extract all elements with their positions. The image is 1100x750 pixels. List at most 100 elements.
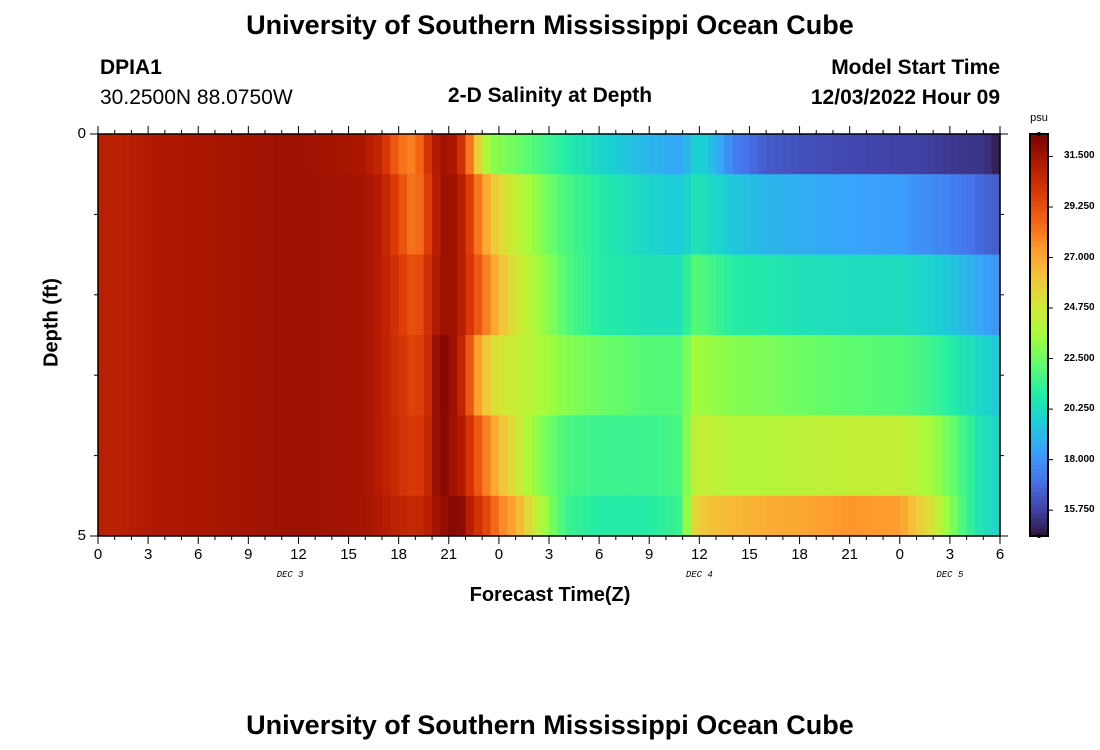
heatmap-cell — [498, 335, 508, 416]
heatmap-cell — [624, 174, 634, 255]
heatmap-cell — [231, 174, 241, 255]
heatmap-cell — [674, 254, 684, 336]
heatmap-cell — [674, 174, 684, 255]
heatmap-cell — [164, 254, 174, 336]
colorbar-segment — [1030, 321, 1048, 327]
x-tick-label: 18 — [390, 546, 407, 563]
heatmap-cell — [866, 174, 876, 255]
heatmap-cell — [924, 415, 934, 497]
heatmap-cell — [899, 335, 909, 416]
heatmap-cell — [540, 335, 550, 416]
heatmap-cell — [791, 335, 801, 416]
colorbar-segment — [1030, 254, 1048, 260]
colorbar-segment — [1030, 527, 1048, 533]
model-start-value: 12/03/2022 Hour 09 — [810, 86, 1000, 109]
heatmap-cell — [98, 254, 107, 336]
y-tick-label: 0 — [77, 125, 86, 142]
heatmap-cell — [874, 254, 884, 336]
heatmap-cell — [741, 254, 751, 336]
heatmap-cell — [782, 415, 792, 497]
heatmap-cell — [173, 335, 183, 416]
heatmap-cell — [949, 335, 959, 416]
heatmap-cell — [757, 335, 767, 416]
x-axis-label: Forecast Time(Z) — [469, 584, 631, 606]
heatmap-cell — [949, 254, 959, 336]
heatmap-cell — [707, 495, 717, 537]
colorbar-segment — [1030, 518, 1048, 524]
heatmap-cell — [841, 254, 851, 336]
heatmap-cell — [515, 335, 525, 416]
heatmap-cell — [323, 415, 333, 497]
heatmap-cell — [390, 415, 400, 497]
heatmap-cell — [908, 254, 918, 336]
heatmap-cell — [131, 415, 141, 497]
heatmap-cell — [540, 495, 550, 537]
heatmap-cell — [457, 495, 467, 537]
heatmap-cell — [298, 134, 308, 175]
heatmap-cell — [916, 134, 926, 175]
colorbar-segment — [1030, 419, 1048, 425]
colorbar-segment — [1030, 214, 1048, 220]
heatmap-cell — [482, 254, 492, 336]
heatmap-cell — [640, 134, 650, 175]
y-axis-label: Depth (ft) — [40, 278, 63, 367]
heatmap-cell — [156, 495, 166, 537]
heatmap-cell — [373, 134, 383, 175]
colorbar-segment — [1030, 464, 1048, 470]
heatmap-cell — [741, 495, 751, 537]
colorbar-segment — [1030, 500, 1048, 506]
heatmap-cell — [281, 495, 291, 537]
heatmap-cell — [323, 134, 333, 175]
colorbar-segment — [1030, 187, 1048, 193]
heatmap-cell — [365, 134, 375, 175]
heatmap-cell — [707, 335, 717, 416]
heatmap-cell — [632, 335, 642, 416]
heatmap-cell — [816, 335, 826, 416]
heatmap-cell — [390, 134, 400, 175]
heatmap-cell — [858, 134, 867, 175]
heatmap-cell — [131, 495, 141, 537]
heatmap-cell — [807, 174, 817, 255]
heatmap-cell — [373, 495, 383, 537]
heatmap-cell — [106, 335, 116, 416]
heatmap-cell — [181, 335, 191, 416]
colorbar-segment — [1030, 285, 1048, 291]
heatmap-cell — [239, 254, 249, 336]
heatmap-cell — [574, 134, 584, 175]
heatmap-cell — [290, 335, 300, 416]
heatmap-cell — [482, 415, 492, 497]
heatmap-cell — [791, 415, 801, 497]
heatmap-cell — [256, 415, 266, 497]
heatmap-cell — [983, 134, 993, 175]
heatmap-cell — [248, 335, 258, 416]
heatmap-cell — [465, 254, 475, 336]
colorbar-segment — [1030, 348, 1048, 354]
heatmap-cell — [599, 495, 609, 537]
colorbar-segment — [1030, 361, 1048, 367]
x-tick-label: 0 — [93, 546, 103, 563]
colorbar-segment — [1030, 138, 1048, 144]
heatmap-cell — [699, 254, 709, 336]
heatmap-cell — [465, 134, 475, 175]
heatmap-cell — [189, 495, 199, 537]
heatmap-cell — [223, 254, 233, 336]
heatmap-cell — [707, 415, 717, 497]
heatmap-cell — [340, 134, 350, 175]
heatmap-cell — [699, 495, 709, 537]
heatmap-cell — [565, 134, 575, 175]
heatmap-cell — [340, 174, 350, 255]
plot-title: 2-D Salinity at Depth — [447, 84, 653, 107]
heatmap-cell — [640, 415, 650, 497]
heatmap-cell — [198, 134, 208, 175]
heatmap-cell — [239, 174, 249, 255]
heatmap-cell — [407, 254, 416, 336]
heatmap-cell — [457, 335, 467, 416]
station-coordinates: 30.2500N 88.0750W — [100, 86, 293, 109]
heatmap-cell — [306, 495, 316, 537]
heatmap-cell — [615, 335, 625, 416]
heatmap-cell — [106, 254, 116, 336]
heatmap-cell — [782, 335, 792, 416]
heatmap-cell — [682, 335, 692, 416]
heatmap-cell — [465, 174, 475, 255]
heatmap-cell — [707, 174, 717, 255]
